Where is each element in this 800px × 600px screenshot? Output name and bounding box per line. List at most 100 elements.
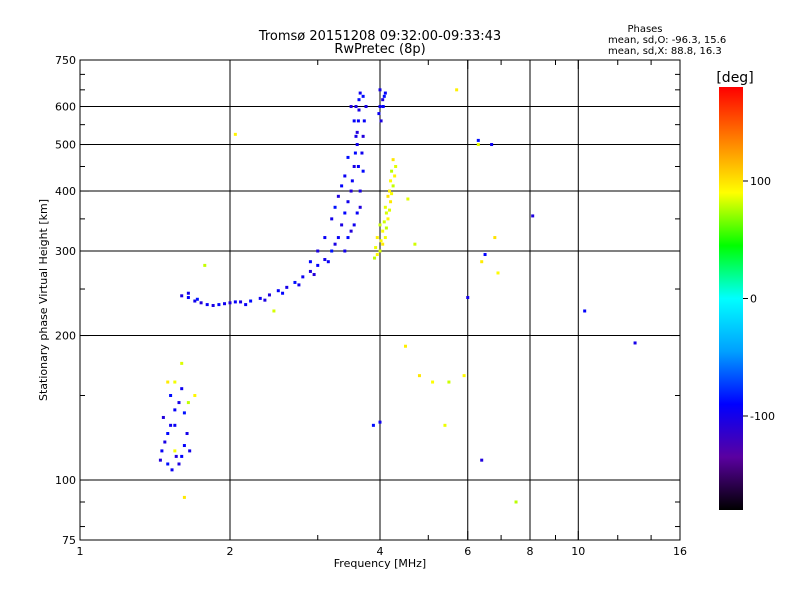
data-point [169, 423, 173, 427]
data-point [388, 208, 392, 212]
data-point [390, 192, 394, 196]
data-point [378, 420, 382, 424]
data-point [352, 119, 356, 123]
data-point [349, 189, 353, 193]
data-point [417, 374, 421, 378]
data-point [360, 151, 364, 155]
chart-title: Tromsø 20151208 09:32:00-09:33:43 [258, 29, 501, 44]
data-point [343, 249, 347, 253]
data-point [272, 309, 276, 313]
stats-x-mode: mean, sd,X: 88.8, 16.3 [608, 46, 722, 57]
data-point [326, 260, 330, 264]
data-point [381, 105, 385, 109]
data-point [180, 294, 184, 298]
data-point [455, 88, 459, 92]
data-point [330, 249, 334, 253]
data-point [355, 130, 359, 134]
data-point [174, 454, 178, 458]
data-point [166, 380, 170, 384]
data-point [308, 260, 312, 264]
x-tick-label: 16 [673, 545, 687, 558]
data-point [163, 440, 167, 444]
data-point [323, 236, 327, 240]
data-point [346, 236, 350, 240]
data-point [406, 197, 410, 201]
data-point [357, 108, 361, 112]
data-point [371, 423, 375, 427]
data-point [378, 249, 382, 253]
data-point [358, 189, 362, 193]
data-point [480, 458, 484, 462]
data-point [161, 415, 165, 419]
data-point [362, 119, 366, 123]
data-point [186, 401, 190, 405]
data-point [330, 217, 334, 221]
data-point [276, 289, 280, 293]
data-point [374, 246, 378, 250]
data-point [343, 174, 347, 178]
data-point [258, 296, 262, 300]
data-point [379, 239, 383, 243]
colorbar-label: [deg] [716, 70, 753, 86]
data-point [379, 119, 383, 123]
data-point [217, 303, 221, 307]
data-point [228, 301, 232, 305]
data-point [390, 169, 394, 173]
data-point [199, 301, 203, 305]
data-point [173, 449, 177, 453]
data-point [182, 444, 186, 448]
y-tick-label: 100 [55, 474, 76, 487]
data-point [373, 256, 377, 260]
data-point [354, 105, 358, 109]
data-point [378, 105, 382, 109]
data-point [211, 303, 215, 307]
data-point [169, 394, 173, 398]
data-point [357, 98, 361, 102]
data-point [316, 249, 320, 253]
data-point [249, 299, 253, 303]
data-point [182, 411, 186, 415]
data-point [384, 226, 388, 230]
data-point [383, 205, 387, 209]
colorbar-tick-label: 100 [750, 175, 771, 188]
data-point [388, 189, 392, 193]
data-point [346, 200, 350, 204]
data-point [466, 296, 470, 300]
data-point [354, 134, 358, 138]
data-point [361, 94, 365, 98]
data-point [205, 303, 209, 307]
data-point [180, 454, 184, 458]
data-point [394, 164, 398, 168]
data-point [361, 169, 365, 173]
data-point [403, 344, 407, 348]
data-point [381, 98, 385, 102]
data-point [389, 200, 393, 204]
data-point [431, 380, 435, 384]
data-point [233, 132, 237, 136]
data-point [378, 223, 382, 227]
x-tick-label: 8 [527, 545, 534, 558]
y-tick-label: 500 [55, 139, 76, 152]
data-point [173, 380, 177, 384]
data-point [633, 341, 637, 345]
x-tick-label: 2 [227, 545, 234, 558]
data-point [382, 94, 386, 98]
data-point [340, 223, 344, 227]
data-point [413, 242, 417, 246]
y-tick-label: 400 [55, 185, 76, 198]
data-point [383, 91, 387, 95]
data-point [389, 179, 393, 183]
data-point [381, 242, 385, 246]
data-point [364, 105, 368, 109]
data-point [355, 211, 359, 215]
data-point [158, 458, 162, 462]
data-point [293, 280, 297, 284]
data-point [188, 449, 192, 453]
data-point [346, 155, 350, 159]
data-point [350, 179, 354, 183]
data-point [352, 223, 356, 227]
data-point [391, 158, 395, 162]
data-point [355, 143, 359, 147]
data-point [480, 260, 484, 264]
colorbar [719, 87, 743, 510]
